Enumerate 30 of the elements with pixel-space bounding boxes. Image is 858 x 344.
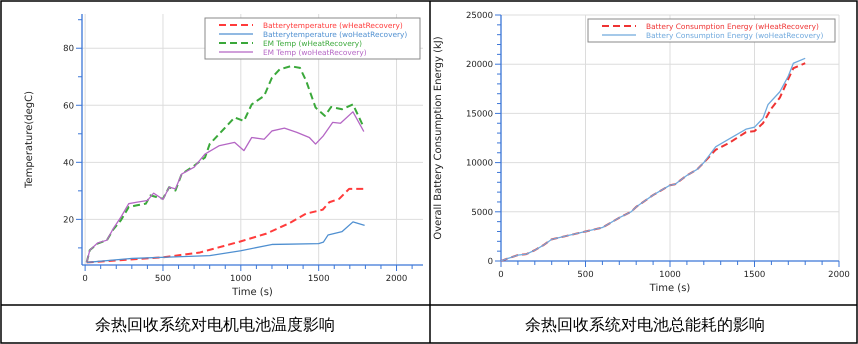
x-tick-label: 0 — [82, 274, 88, 284]
x-tick-label: 1000 — [659, 270, 681, 280]
x-tick-label: 500 — [154, 274, 172, 284]
y-axis-title: Overall Battery Consumption Energy (kJ) — [433, 36, 444, 240]
y-tick-label: 80 — [63, 44, 74, 54]
y-tick-label: 5000 — [471, 208, 493, 218]
x-tick-label: 0 — [498, 270, 504, 280]
x-axis-title: Time (s) — [648, 283, 690, 294]
y-axis-title: Temperature(degC) — [24, 90, 35, 189]
y-tick-label: 60 — [63, 101, 74, 112]
x-tick-label: 1500 — [744, 270, 766, 280]
x-tick-label: 2000 — [828, 270, 850, 280]
y-tick-label: 10000 — [466, 158, 493, 169]
x-tick-label: 500 — [577, 270, 594, 280]
y-tick-label: 0 — [488, 257, 493, 267]
line-series — [86, 111, 364, 264]
y-tick-label: 25000 — [466, 11, 493, 21]
x-axis-title: Time (s) — [231, 287, 273, 298]
y-tick-label: 15000 — [466, 109, 493, 120]
y-tick-label: 20 — [63, 215, 74, 226]
line-series — [86, 65, 365, 264]
x-tick-label: 2000 — [386, 274, 408, 284]
y-tick-label: 20000 — [466, 60, 493, 70]
line-series — [86, 221, 366, 264]
x-tick-label: 1500 — [308, 274, 330, 284]
text: 余热回收系统对电机电池温度影响 — [95, 315, 335, 334]
line-series — [86, 188, 365, 264]
x-tick-label: 1000 — [230, 274, 252, 284]
y-tick-label: 40 — [63, 158, 74, 168]
text: 余热回收系统对电池总能耗的影响 — [525, 315, 765, 334]
